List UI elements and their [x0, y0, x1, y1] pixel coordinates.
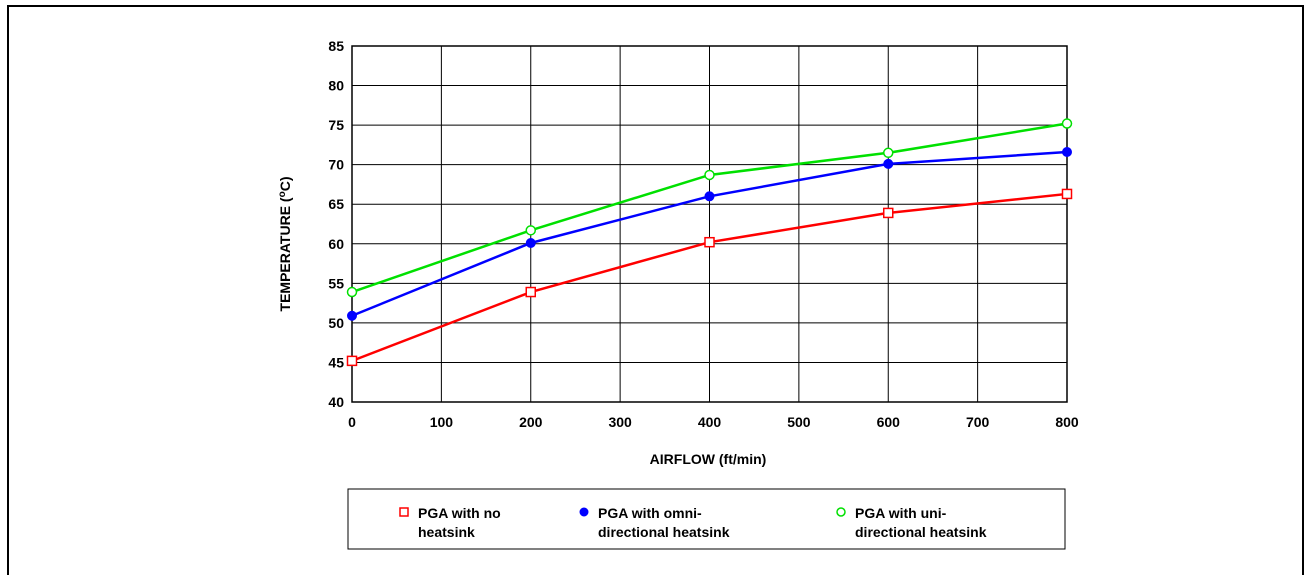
- y-tick-label: 55: [328, 275, 344, 291]
- x-tick-label: 500: [787, 414, 811, 430]
- data-point: [883, 207, 894, 219]
- y-tick-label: 85: [328, 38, 344, 54]
- x-tick-label: 300: [608, 414, 632, 430]
- legend-label: PGA with omni-: [598, 505, 702, 521]
- data-point: [525, 237, 536, 248]
- legend-label: PGA with uni-: [855, 505, 947, 521]
- data-point: [704, 236, 715, 248]
- data-point: [525, 225, 536, 236]
- data-point: [836, 507, 846, 517]
- legend-item-1: PGA with no heatsink: [399, 505, 501, 540]
- y-tick-label: 80: [328, 78, 344, 94]
- chart-frame: [7, 5, 1304, 575]
- legend-box: [347, 488, 1066, 550]
- x-tick-label: 600: [877, 414, 901, 430]
- series-1: [346, 188, 1073, 367]
- y-axis-label-main: TEMPERATURE (: [277, 197, 293, 311]
- data-point: [1061, 118, 1073, 129]
- data-point: [399, 507, 409, 517]
- x-axis-label: AIRFLOW (ft/min): [650, 451, 767, 467]
- x-tick-label: 800: [1055, 414, 1079, 430]
- y-tick-label: 50: [328, 315, 344, 331]
- x-tick-label: 400: [698, 414, 722, 430]
- data-point: [1061, 188, 1073, 200]
- data-point: [883, 147, 894, 159]
- legend-items: PGA with no heatsink PGA with omni-directi…: [399, 505, 987, 540]
- y-tick-label: 70: [328, 157, 344, 173]
- y-tick-label: 45: [328, 354, 344, 370]
- x-tick-label: 700: [966, 414, 990, 430]
- legend-label: PGA with no: [418, 505, 501, 521]
- data-point: [1062, 147, 1072, 158]
- series-layer: [346, 118, 1073, 367]
- legend-label: directional heatsink: [855, 524, 987, 540]
- y-axis-label-superscript: o: [277, 191, 288, 197]
- series-3: [346, 118, 1073, 298]
- x-tick-label: 200: [519, 414, 543, 430]
- plot-area-border: [351, 45, 1068, 403]
- data-point: [347, 310, 357, 321]
- data-point: [579, 507, 589, 517]
- legend-label: directional heatsink: [598, 524, 730, 540]
- y-tick-label: 65: [328, 196, 344, 212]
- data-point: [346, 286, 358, 298]
- y-tick-label: 40: [328, 394, 344, 410]
- legend-label: heatsink: [418, 524, 475, 540]
- y-tick-label: 75: [328, 117, 344, 133]
- data-point: [525, 286, 536, 298]
- y-axis-label-end: C): [277, 177, 293, 192]
- y-tick-label: 60: [328, 236, 344, 252]
- legend-item-3: PGA with uni-directional heatsink: [836, 505, 987, 540]
- legend-item-2: PGA with omni-directional heatsink: [579, 505, 730, 540]
- legend: PGA with no heatsink PGA with omni-directi…: [347, 488, 1066, 550]
- series-2: [347, 147, 1072, 321]
- tick-labels: 40 45 50 55 60 65 70 75 80 85 0 100 200 300 400 500 600 7…: [328, 38, 1078, 430]
- x-tick-label: 0: [348, 414, 356, 430]
- y-axis-label: TEMPERATURE (oC): [277, 177, 293, 312]
- x-tick-label: 100: [430, 414, 454, 430]
- data-point: [704, 169, 715, 181]
- grid: [351, 45, 1068, 403]
- data-point: [346, 355, 358, 367]
- data-point: [704, 191, 715, 202]
- data-point: [883, 158, 894, 169]
